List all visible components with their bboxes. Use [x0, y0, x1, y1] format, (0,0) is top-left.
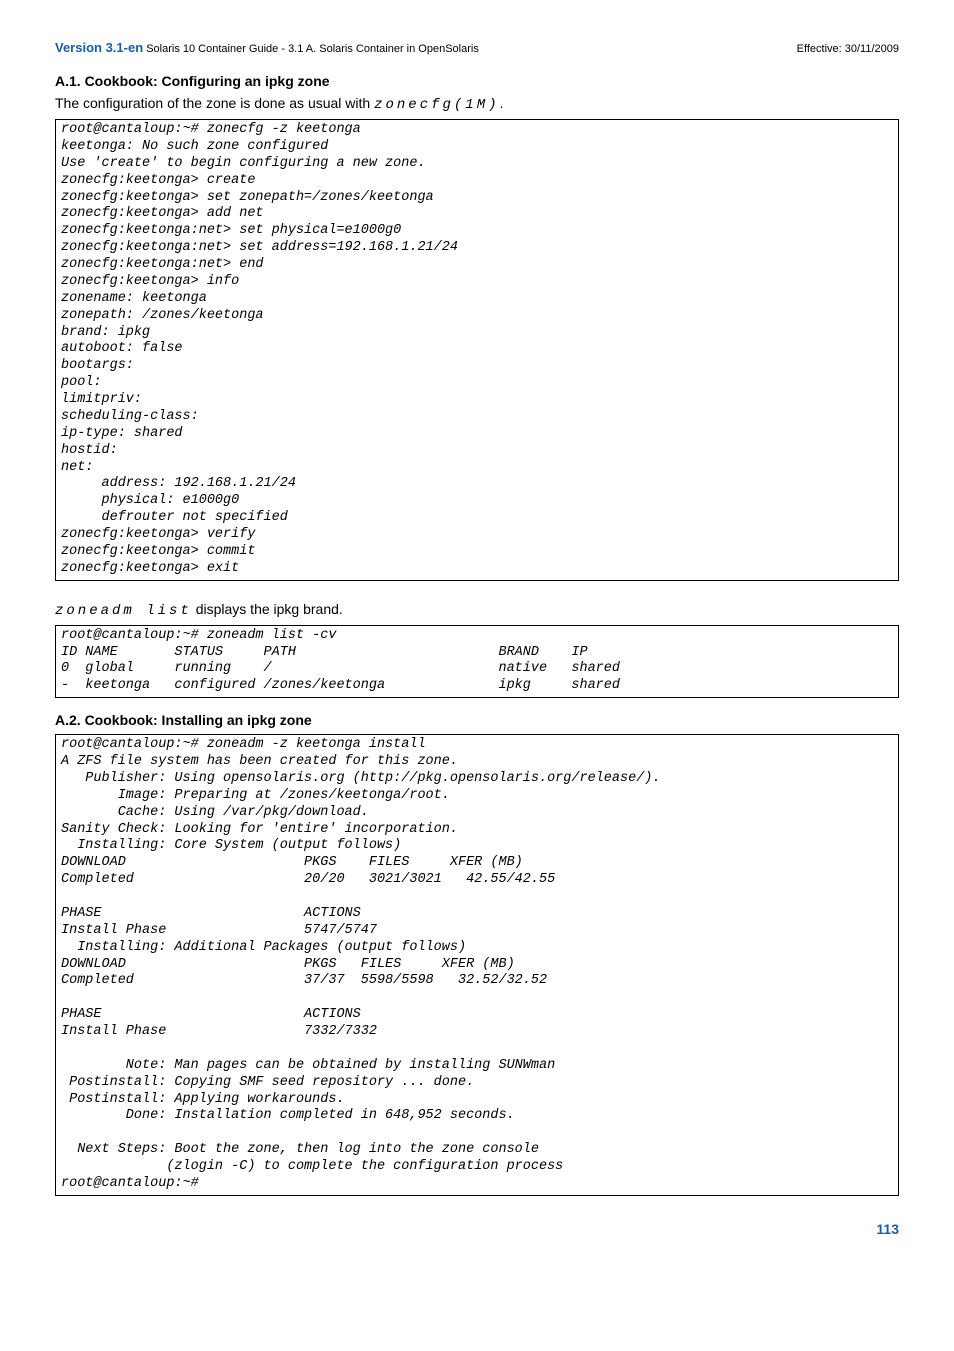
header-effective-date: Effective: 30/11/2009: [797, 43, 899, 55]
section-a1-title: A.1. Cookbook: Configuring an ipkg zone: [55, 73, 899, 89]
zoneadm-intro: zoneadm list displays the ipkg brand.: [55, 601, 899, 619]
section-a1-intro: The configuration of the zone is done as…: [55, 95, 899, 113]
header-left: Version 3.1-en Solaris 10 Container Guid…: [55, 40, 479, 55]
header-version: Version 3.1-en: [55, 40, 143, 55]
intro-mono: zonecfg(1M): [374, 97, 499, 113]
zoneadm-intro-plain: displays the ipkg brand.: [192, 601, 343, 617]
install-code-block: root@cantaloup:~# zoneadm -z keetonga in…: [55, 734, 899, 1196]
intro-end: .: [500, 95, 504, 111]
page-container: Version 3.1-en Solaris 10 Container Guid…: [0, 0, 954, 1267]
zoneadm-code-block: root@cantaloup:~# zoneadm list -cv ID NA…: [55, 625, 899, 699]
page-number: 113: [55, 1221, 899, 1237]
intro-plain: The configuration of the zone is done as…: [55, 95, 374, 111]
header-subtitle: Solaris 10 Container Guide - 3.1 A. Sola…: [143, 43, 479, 55]
page-header: Version 3.1-en Solaris 10 Container Guid…: [55, 40, 899, 55]
zoneadm-intro-mono: zoneadm list: [55, 603, 192, 619]
zonecfg-code-block: root@cantaloup:~# zonecfg -z keetonga ke…: [55, 119, 899, 581]
section-a2-title: A.2. Cookbook: Installing an ipkg zone: [55, 712, 899, 728]
